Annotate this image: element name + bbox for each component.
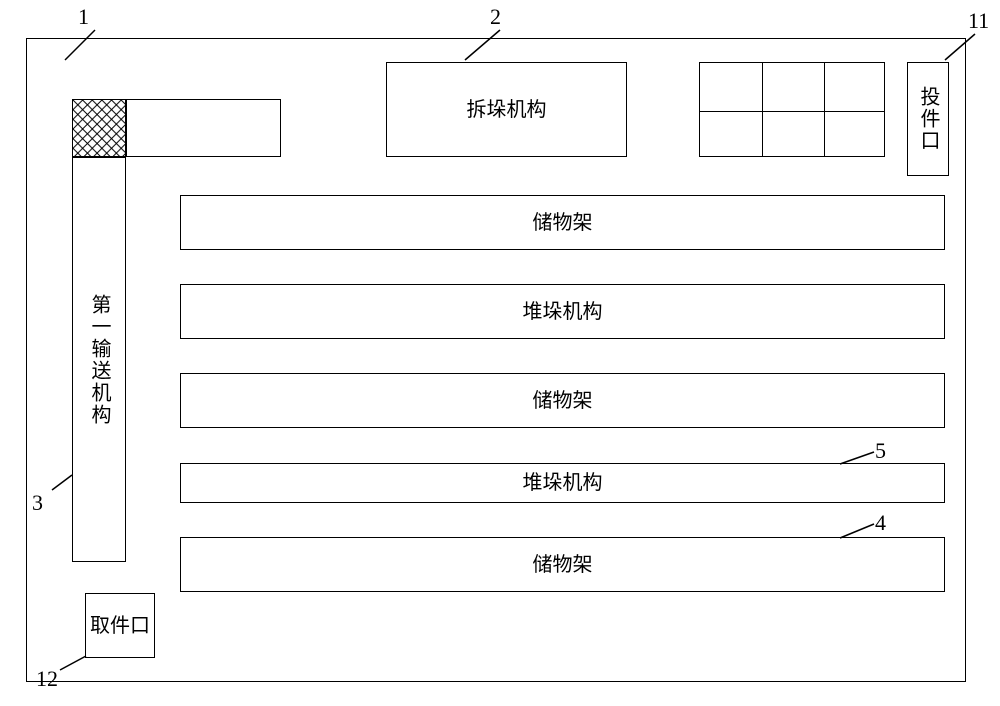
input-port-box: 投件口: [907, 62, 949, 176]
conveyor-junction-hatch: [72, 99, 126, 157]
stacker-row-2: 堆垛机构: [180, 463, 945, 503]
buffer-grid: [699, 62, 885, 157]
callout-1: 1: [78, 4, 89, 30]
callout-11: 11: [968, 8, 989, 34]
first-conveyor-box: 第一输送机构: [72, 157, 126, 562]
stacker-row-1-label: 堆垛机构: [523, 299, 603, 325]
shelf-row-1-label: 储物架: [533, 210, 593, 236]
diagram-canvas: 拆垛机构 投件口 第一输送机构 储物架 堆垛机构 储物架 堆垛机构 储物架 取件…: [0, 0, 1000, 706]
output-port-label: 取件口: [90, 614, 150, 638]
stacker-row-2-label: 堆垛机构: [523, 470, 603, 496]
callout-5: 5: [875, 438, 886, 464]
first-conveyor-label: 第一输送机构: [86, 294, 112, 426]
callout-3: 3: [32, 490, 43, 516]
shelf-row-3-label: 储物架: [533, 552, 593, 578]
callout-12: 12: [36, 666, 58, 692]
callout-4: 4: [875, 510, 886, 536]
shelf-row-1: 储物架: [180, 195, 945, 250]
shelf-row-2: 储物架: [180, 373, 945, 428]
output-port-box: 取件口: [85, 593, 155, 658]
depalletizer-label: 拆垛机构: [467, 97, 547, 123]
top-conveyor-segment: [126, 99, 281, 157]
stacker-row-1: 堆垛机构: [180, 284, 945, 339]
shelf-row-2-label: 储物架: [533, 388, 593, 414]
shelf-row-3: 储物架: [180, 537, 945, 592]
input-port-label: 投件口: [915, 86, 941, 152]
depalletizer-box: 拆垛机构: [386, 62, 627, 157]
callout-2: 2: [490, 4, 501, 30]
